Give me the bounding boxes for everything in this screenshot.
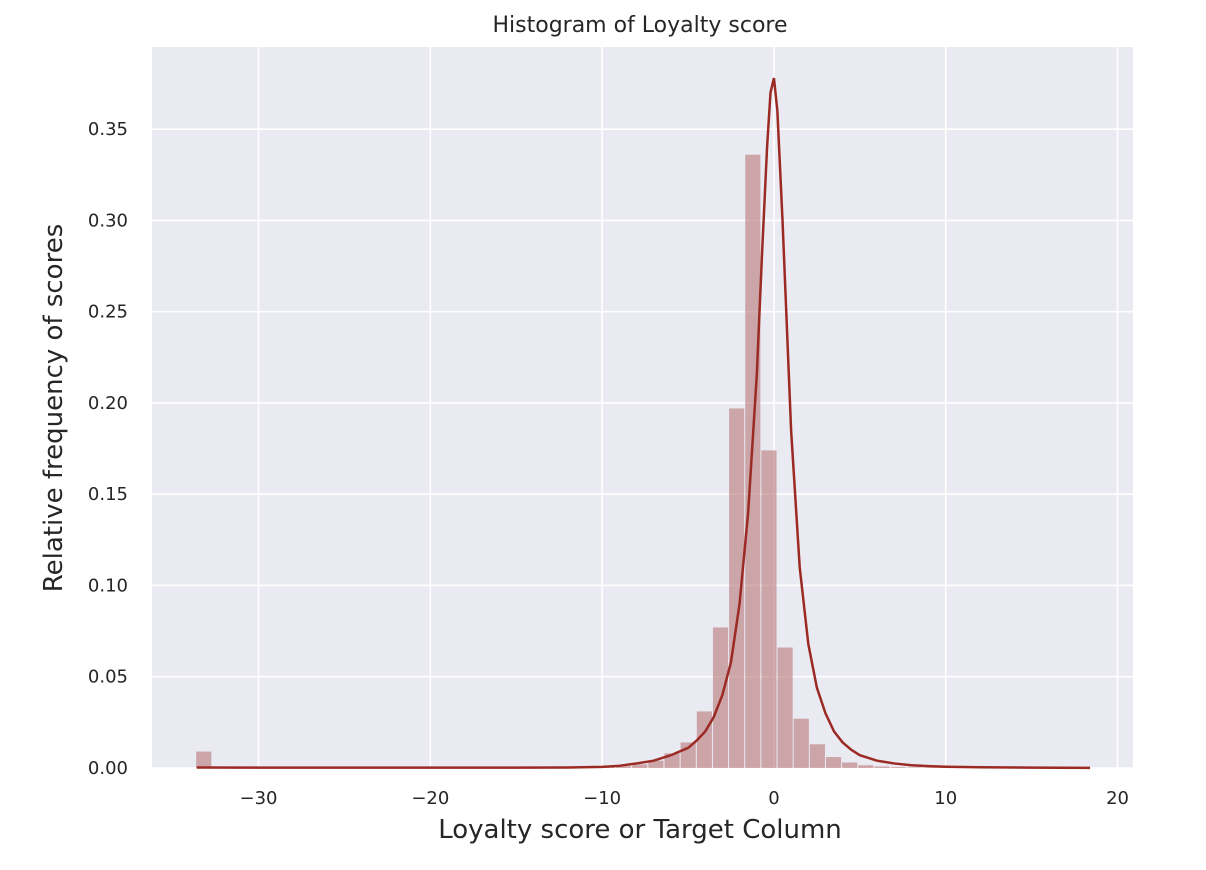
y-axis-label: Relative frequency of scores — [39, 224, 69, 593]
y-tick-label: 0.35 — [88, 119, 128, 140]
chart-title: Histogram of Loyalty score — [492, 13, 787, 38]
y-tick-label: 0.05 — [88, 667, 128, 688]
x-tick-label: 0 — [768, 788, 779, 809]
histogram-bar — [196, 751, 212, 768]
x-tick-label: −20 — [411, 788, 449, 809]
y-tick-label: 0.25 — [88, 302, 128, 323]
histogram-bar — [777, 647, 793, 768]
x-axis-ticks: −30 −20 −10 0 10 20 — [240, 788, 1129, 809]
x-tick-label: 10 — [934, 788, 957, 809]
histogram-bar — [842, 762, 858, 768]
histogram-bar — [890, 767, 906, 768]
x-tick-label: 20 — [1106, 788, 1129, 809]
histogram-bar — [809, 744, 825, 768]
histogram-bar — [858, 765, 874, 768]
y-axis-ticks: 0.00 0.05 0.10 0.15 0.20 0.25 0.30 0.35 — [88, 119, 128, 779]
histogram-bar — [825, 757, 842, 768]
histogram-bar — [632, 764, 648, 768]
histogram-bar — [745, 154, 761, 768]
x-tick-label: −10 — [583, 788, 621, 809]
histogram-bar — [906, 767, 922, 768]
histogram-bar — [648, 760, 664, 768]
histogram-bar — [729, 408, 745, 768]
x-axis-label: Loyalty score or Target Column — [438, 815, 842, 845]
y-tick-label: 0.15 — [88, 484, 128, 505]
y-tick-label: 0.00 — [88, 758, 128, 779]
y-tick-label: 0.10 — [88, 575, 128, 596]
histogram-bar — [793, 718, 809, 768]
x-tick-label: −30 — [240, 788, 278, 809]
y-tick-label: 0.20 — [88, 393, 128, 414]
histogram-bar — [874, 766, 890, 768]
histogram-bar — [761, 450, 777, 768]
kde-line — [196, 77, 1091, 770]
histogram-bar — [616, 766, 632, 768]
plot-area — [152, 47, 1133, 768]
y-tick-label: 0.30 — [88, 210, 128, 231]
grid-lines — [152, 47, 1133, 769]
